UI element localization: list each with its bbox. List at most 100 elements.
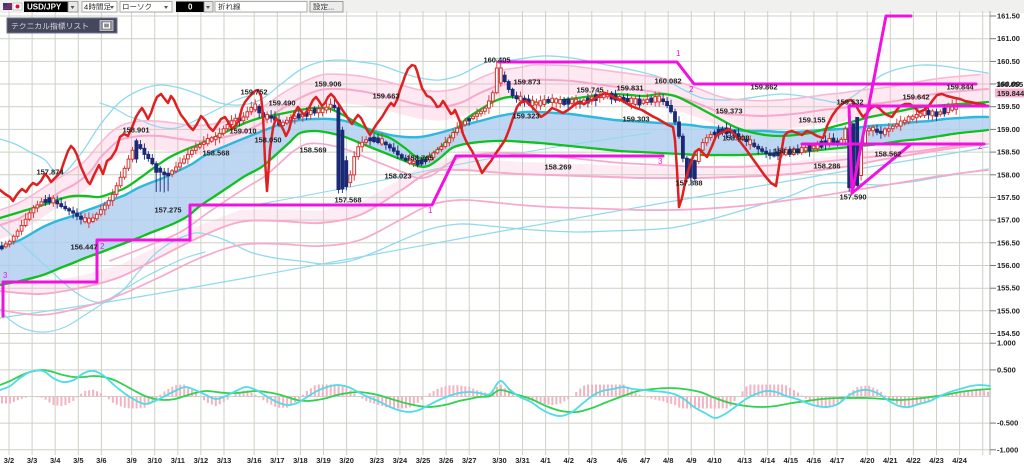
svg-text:158.908: 158.908: [722, 134, 749, 143]
svg-text:1.000: 1.000: [997, 339, 1016, 348]
svg-text:3/12: 3/12: [194, 456, 209, 465]
svg-text:159.873: 159.873: [513, 78, 540, 87]
svg-text:4/15: 4/15: [783, 456, 798, 465]
svg-text:159.663: 159.663: [372, 92, 399, 101]
svg-text:4/1: 4/1: [540, 456, 550, 465]
svg-text:2: 2: [978, 142, 983, 151]
svg-text:3/23: 3/23: [369, 456, 384, 465]
svg-text:159.00: 159.00: [997, 125, 1020, 134]
svg-text:160.082: 160.082: [654, 77, 681, 86]
svg-text:160.405: 160.405: [483, 56, 510, 65]
svg-text:157.568: 157.568: [334, 196, 361, 205]
svg-text:159.906: 159.906: [314, 80, 341, 89]
svg-text:4/21: 4/21: [883, 456, 898, 465]
svg-text:158.568: 158.568: [202, 149, 229, 158]
svg-text:0: 0: [188, 3, 193, 12]
svg-text:157.888: 157.888: [675, 179, 702, 188]
svg-text:159.642: 159.642: [902, 93, 929, 102]
svg-text:159.532: 159.532: [836, 98, 863, 107]
svg-text:3/2: 3/2: [4, 456, 14, 465]
svg-text:USD/JPY: USD/JPY: [27, 3, 62, 12]
svg-text:159.373: 159.373: [715, 107, 742, 116]
svg-text:3/19: 3/19: [316, 456, 331, 465]
svg-text:158.765: 158.765: [406, 154, 433, 163]
svg-text:156.50: 156.50: [997, 238, 1020, 247]
svg-text:3/27: 3/27: [462, 456, 477, 465]
svg-text:3/24: 3/24: [393, 456, 408, 465]
svg-text:4/8: 4/8: [663, 456, 673, 465]
svg-text:159.490: 159.490: [268, 99, 295, 108]
svg-text:157.00: 157.00: [997, 216, 1020, 225]
svg-text:4/14: 4/14: [760, 456, 775, 465]
svg-text:3/5: 3/5: [73, 456, 83, 465]
svg-text:156.447: 156.447: [70, 243, 97, 252]
svg-text:4/22: 4/22: [906, 456, 921, 465]
svg-text:4/17: 4/17: [830, 456, 845, 465]
svg-text:3/6: 3/6: [96, 456, 106, 465]
svg-text:158.286: 158.286: [813, 162, 840, 171]
svg-text:3: 3: [3, 271, 8, 280]
svg-text:158.269: 158.269: [544, 163, 571, 172]
svg-text:160.00: 160.00: [997, 80, 1020, 89]
svg-text:3/17: 3/17: [270, 456, 285, 465]
svg-text:-1.000: -1.000: [997, 445, 1018, 454]
svg-text:159.844: 159.844: [997, 89, 1024, 98]
svg-text:160.055: 160.055: [996, 80, 1023, 89]
svg-text:158.901: 158.901: [122, 126, 149, 135]
svg-text:159.323: 159.323: [512, 112, 539, 121]
svg-text:3/30: 3/30: [492, 456, 507, 465]
svg-text:3/25: 3/25: [416, 456, 431, 465]
svg-text:159.752: 159.752: [240, 88, 267, 97]
svg-text:159.010: 159.010: [229, 127, 256, 136]
svg-text:3/3: 3/3: [27, 456, 37, 465]
svg-text:158.023: 158.023: [384, 172, 411, 181]
svg-text:156.00: 156.00: [997, 261, 1020, 270]
svg-text:3/4: 3/4: [50, 456, 61, 465]
svg-text:3/13: 3/13: [217, 456, 232, 465]
svg-text:...: ...: [328, 3, 334, 12]
svg-text:4/13: 4/13: [737, 456, 752, 465]
svg-text:159.831: 159.831: [616, 84, 643, 93]
svg-text:4/23: 4/23: [929, 456, 944, 465]
svg-text:157.590: 157.590: [839, 193, 866, 202]
svg-text:157.874: 157.874: [36, 168, 64, 177]
svg-text:4/16: 4/16: [807, 456, 822, 465]
svg-text:2: 2: [689, 85, 694, 94]
svg-text:4: 4: [84, 3, 88, 12]
svg-text:155.00: 155.00: [997, 306, 1020, 315]
svg-text:157.50: 157.50: [997, 193, 1020, 202]
svg-text:158.569: 158.569: [299, 146, 326, 155]
svg-text:3/26: 3/26: [439, 456, 454, 465]
svg-text:159.844: 159.844: [946, 83, 974, 92]
svg-text:4/9: 4/9: [686, 456, 696, 465]
svg-text:3: 3: [658, 157, 663, 166]
svg-text:4/7: 4/7: [640, 456, 650, 465]
svg-text:159.745: 159.745: [576, 86, 603, 95]
svg-text:159.303: 159.303: [622, 115, 649, 124]
svg-text:4/6: 4/6: [617, 456, 627, 465]
svg-text:158.050: 158.050: [254, 136, 281, 145]
svg-text:3/31: 3/31: [515, 456, 530, 465]
svg-text:4/3: 4/3: [587, 456, 597, 465]
svg-text:158.50: 158.50: [997, 148, 1020, 157]
svg-text:154.50: 154.50: [997, 329, 1020, 338]
svg-text:4/20: 4/20: [860, 456, 875, 465]
svg-text:157.275: 157.275: [154, 206, 181, 215]
svg-text:159.862: 159.862: [750, 83, 777, 92]
svg-text:158.562: 158.562: [874, 150, 901, 159]
svg-text:158.00: 158.00: [997, 170, 1020, 179]
svg-text:1: 1: [676, 49, 681, 58]
svg-text:4/24: 4/24: [952, 456, 967, 465]
svg-text:159.155: 159.155: [798, 116, 825, 125]
svg-text:3/20: 3/20: [339, 456, 354, 465]
svg-text:161.50: 161.50: [997, 12, 1020, 21]
svg-text:4/10: 4/10: [707, 456, 722, 465]
svg-text:4/2: 4/2: [563, 456, 573, 465]
svg-text:3/11: 3/11: [171, 456, 185, 465]
svg-text:3/10: 3/10: [147, 456, 162, 465]
svg-text:158.604: 158.604: [773, 147, 801, 156]
svg-text:1: 1: [428, 206, 433, 215]
svg-text:159.50: 159.50: [997, 102, 1020, 111]
svg-text:3/9: 3/9: [126, 456, 136, 465]
svg-text:3/18: 3/18: [293, 456, 308, 465]
